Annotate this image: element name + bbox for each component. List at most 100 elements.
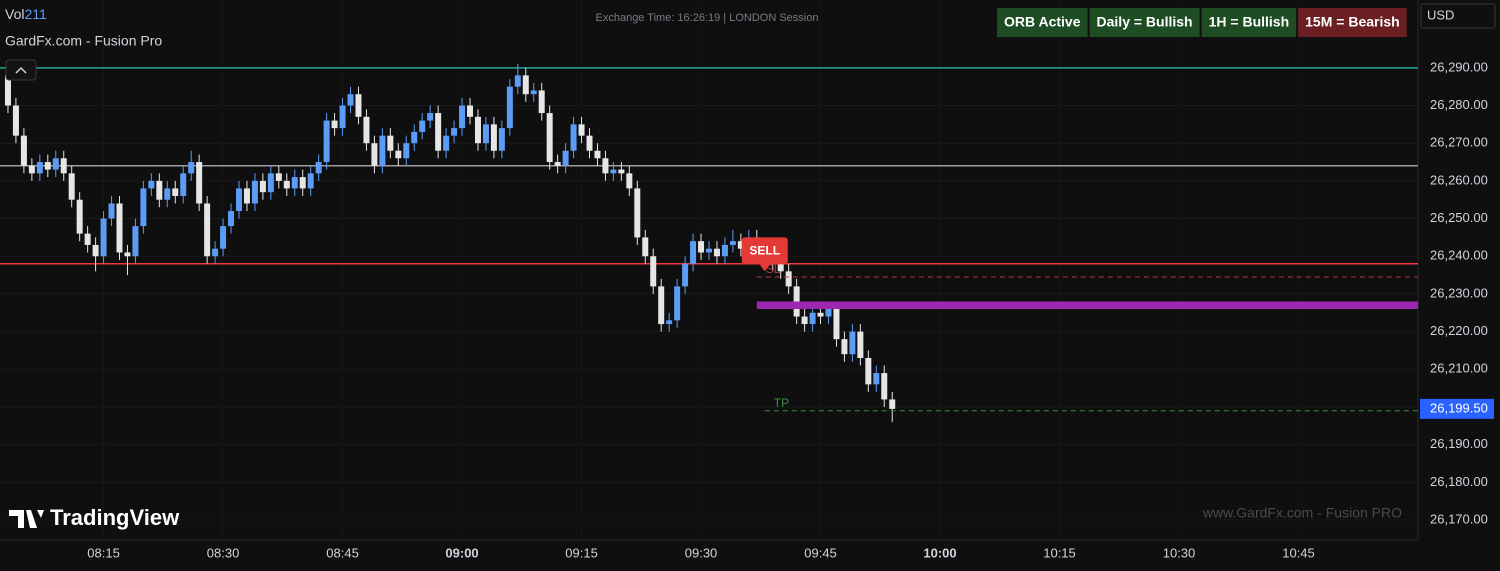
candle-body	[283, 180, 290, 189]
candle-body	[371, 143, 378, 166]
candle-body	[92, 244, 99, 257]
exchange-time: Exchange Time: 16:26:19 | LONDON Session	[596, 12, 819, 24]
collapse-button[interactable]	[5, 59, 37, 81]
candle-body	[52, 158, 59, 170]
candle-body	[363, 116, 370, 144]
candle-body	[435, 113, 442, 151]
candle-body	[395, 150, 402, 159]
x-tick-label: 09:00	[445, 545, 478, 560]
candle-body	[12, 105, 19, 136]
candle-body	[68, 173, 75, 200]
chart-title: GardFx.com - Fusion Pro	[5, 33, 162, 49]
candle-body	[881, 373, 888, 400]
candle-body	[196, 162, 203, 204]
candle-body	[570, 124, 577, 151]
badges: ORB Active Daily = Bullish 1H = Bullish 15M…	[997, 8, 1407, 37]
last-price-label: 26,199.50	[1430, 400, 1488, 415]
candle-body	[20, 135, 27, 166]
candle-body	[291, 177, 298, 189]
candle-body	[36, 162, 43, 174]
currency-frame[interactable]	[1420, 3, 1496, 29]
candle-body	[873, 373, 880, 385]
plot	[0, 64, 1418, 423]
candle-body	[347, 94, 354, 106]
candle-body	[180, 173, 187, 196]
candle-body	[4, 75, 11, 106]
y-tick-label: 26,230.00	[1430, 285, 1488, 300]
candle-body	[204, 203, 211, 257]
candle-body	[339, 105, 346, 129]
candle-body	[443, 135, 450, 151]
x-tick-label: 09:30	[685, 545, 718, 560]
candle-body	[514, 75, 521, 87]
indicator-name: Vol	[5, 6, 24, 22]
candle-body	[618, 169, 625, 174]
badge	[1298, 8, 1407, 37]
candle-body	[411, 131, 418, 144]
indicator-value: 211	[24, 6, 47, 22]
candle-body	[833, 309, 840, 340]
candle-body	[857, 331, 864, 358]
candle-body	[682, 263, 689, 287]
logo: TradingView	[9, 505, 180, 530]
candle-body	[578, 124, 585, 136]
candle-body	[490, 124, 497, 151]
candle-body	[459, 105, 466, 129]
candle-body	[530, 90, 537, 95]
candle-body	[594, 150, 601, 159]
candle-body	[355, 94, 362, 117]
candle-body	[498, 128, 505, 151]
collapse-icon[interactable]	[15, 66, 27, 74]
candle-body	[698, 241, 705, 253]
candle-body	[235, 188, 242, 212]
candle-body	[706, 248, 712, 253]
candle-body	[785, 271, 792, 287]
candle-body	[690, 241, 697, 264]
candle-body	[634, 188, 641, 238]
candle-body	[323, 120, 330, 163]
candle-body	[626, 173, 633, 189]
candle-body	[849, 331, 856, 355]
candle-body	[212, 248, 219, 257]
stop-loss-label: SL	[766, 262, 781, 276]
candle-body	[220, 226, 227, 249]
last-price-tag	[1420, 398, 1494, 419]
candle-body	[729, 241, 736, 245]
candle-body	[562, 150, 569, 166]
candle-body	[243, 188, 250, 204]
candle-body	[825, 309, 832, 317]
x-tick-label: 08:45	[326, 545, 359, 560]
candle-body	[251, 180, 258, 204]
candle-body	[100, 218, 107, 257]
candle-body	[474, 116, 481, 144]
currency[interactable]: USD	[1427, 7, 1454, 22]
candle-body	[674, 286, 681, 321]
x-tick-label: 10:30	[1163, 545, 1196, 560]
candle-body	[650, 256, 657, 287]
candle-body	[721, 244, 728, 257]
take-profit-label: TP	[774, 396, 789, 410]
badge	[1089, 8, 1200, 37]
candle-body	[586, 135, 593, 151]
candle-body	[387, 135, 394, 151]
badge-label: Daily = Bullish	[1097, 14, 1193, 30]
candle-body	[140, 188, 147, 227]
collapse-button-frame[interactable]	[5, 59, 37, 81]
y-tick-label: 26,290.00	[1430, 59, 1488, 74]
x-tick-label: 08:30	[207, 545, 240, 560]
signal-pointer	[758, 263, 771, 272]
badge	[1201, 8, 1297, 37]
candle-body	[259, 180, 266, 193]
x-tick-label: 10:00	[923, 545, 956, 560]
candle-body	[403, 143, 410, 159]
currency-button[interactable]: USD	[1420, 3, 1496, 29]
candle-body	[28, 165, 35, 174]
x-tick-label: 09:45	[804, 545, 837, 560]
sell-zone	[756, 301, 1418, 310]
y-tick-label: 26,250.00	[1430, 210, 1488, 225]
candle-body	[164, 188, 171, 200]
y-tick-label: 26,280.00	[1430, 97, 1488, 112]
